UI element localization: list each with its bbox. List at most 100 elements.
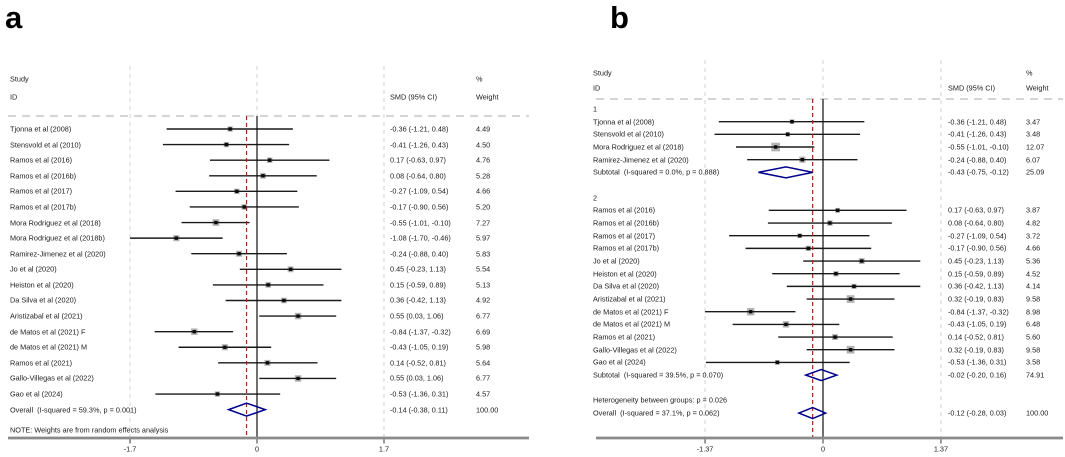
subtotal-label: Subtotal (I-squared = 0.0%, p = 0.888)	[593, 167, 720, 177]
subtotal-diamond	[758, 166, 813, 179]
heterogeneity-note: Heterogeneity between groups: p = 0.026	[593, 395, 728, 405]
study-label: Ramirez-Jimenez et al (2020)	[10, 249, 106, 259]
point-marker	[835, 208, 840, 213]
study-label: Gallo-Villegas et al (2022)	[10, 373, 94, 383]
col-header-study: Study	[593, 68, 612, 78]
study-label: Gallo-Villegas et al (2022)	[593, 345, 677, 355]
smd-ci-value: -0.84 (-1.37, -0.32)	[390, 327, 451, 337]
smd-ci-value: -0.41 (-1.26, 0.43)	[390, 140, 449, 150]
point-marker	[798, 234, 802, 238]
weight-value: 4.14	[1026, 281, 1041, 291]
smd-ci-value: -0.36 (-1.21, 0.48)	[948, 117, 1007, 127]
smd-ci-value: 0.55 (0.03, 1.06)	[390, 373, 444, 383]
point-marker	[215, 392, 220, 396]
study-label: Mora Rodriguez et al (2018)	[10, 218, 101, 228]
weight-value: 3.87	[1026, 205, 1041, 215]
point-marker	[834, 272, 838, 276]
study-label: Ramos et al (2017)	[593, 231, 656, 241]
point-marker	[775, 360, 780, 365]
point-marker	[282, 298, 286, 303]
smd-ci-value: -0.24 (-0.88, 0.40)	[390, 249, 449, 259]
weight-value: 5.98	[476, 342, 491, 352]
subtotal-diamond	[803, 368, 840, 382]
study-label: Jo et al (2020)	[10, 264, 57, 274]
weight-value: 6.07	[1026, 155, 1041, 165]
weight-value: 5.20	[476, 202, 491, 212]
tick-label: 0	[820, 444, 826, 454]
point-marker	[267, 158, 272, 162]
point-marker	[192, 329, 196, 334]
point-marker	[852, 284, 856, 289]
overall-diamond	[226, 402, 268, 417]
col-header-pct: %	[1026, 68, 1033, 78]
weight-value: 25.09	[1026, 167, 1045, 177]
smd-ci-value: -0.17 (-0.90, 0.56)	[390, 202, 449, 212]
smd-ci-value: -0.17 (-0.90, 0.56)	[948, 243, 1007, 253]
weight-value: 6.77	[476, 373, 491, 383]
point-marker	[242, 205, 247, 209]
weight-value: 3.47	[1026, 117, 1041, 127]
weight-value: 5.13	[476, 280, 491, 290]
smd-ci-value: -0.02 (-0.20, 0.16)	[948, 370, 1007, 380]
smd-ci-value: -0.43 (-1.05, 0.19)	[390, 342, 449, 352]
panel-a-label: a	[5, 0, 23, 35]
random-effects-note: NOTE: Weights are from random effects an…	[10, 425, 169, 435]
smd-ci-value: -0.12 (-0.28, 0.03)	[948, 408, 1007, 418]
weight-value: 5.83	[476, 249, 491, 259]
study-label: Heiston et al (2020)	[593, 269, 657, 279]
point-marker	[265, 361, 270, 365]
col-header-weight: Weight	[476, 92, 499, 102]
col-header-smd: SMD (95% CI)	[948, 83, 996, 93]
weight-value: 8.98	[1026, 307, 1041, 317]
study-label: Ramos et al (2016)	[593, 205, 656, 215]
point-marker	[848, 297, 853, 301]
smd-ci-value: -0.43 (-0.75, -0.12)	[948, 167, 1009, 177]
study-label: Stensvold et al (2010)	[593, 129, 664, 139]
smd-ci-value: -0.24 (-0.88, 0.40)	[948, 155, 1007, 165]
weight-value: 6.69	[476, 327, 491, 337]
weight-value: 5.60	[1026, 332, 1041, 342]
study-label: Ramos et al (2017b)	[593, 243, 660, 253]
smd-ci-value: 0.32 (-0.19, 0.83)	[948, 345, 1004, 355]
weight-value: 4.82	[1026, 218, 1041, 228]
study-label: Aristizabal et al (2021)	[593, 294, 666, 304]
point-marker	[773, 145, 778, 149]
point-marker	[296, 376, 300, 381]
subtotal-label: Subtotal (I-squared = 39.5%, p = 0.070)	[593, 370, 724, 380]
weight-value: 4.66	[476, 186, 491, 196]
study-label: Jo et al (2020)	[593, 256, 640, 266]
study-label: de Matos et al (2021) F	[10, 327, 86, 337]
smd-ci-value: -0.53 (-1.36, 0.31)	[948, 357, 1007, 367]
smd-ci-value: -0.55 (-1.01, -0.10)	[948, 142, 1009, 152]
smd-ci-value: 0.14 (-0.52, 0.81)	[948, 332, 1004, 342]
study-label: Ramos et al (2017)	[10, 186, 73, 196]
point-marker	[224, 142, 229, 147]
weight-value: 4.57	[476, 389, 491, 399]
smd-ci-value: 0.08 (-0.64, 0.80)	[390, 171, 446, 181]
study-label: Mora Rodriguez et al (2018b)	[10, 233, 105, 243]
point-marker	[288, 267, 293, 272]
panel-b-label: b	[610, 0, 629, 35]
group-label: 1	[593, 104, 598, 114]
weight-value: 6.77	[476, 311, 491, 321]
study-label: Ramos et al (2021)	[10, 358, 73, 368]
smd-ci-value: 0.32 (-0.19, 0.83)	[948, 294, 1004, 304]
smd-ci-value: -0.36 (-1.21, 0.48)	[390, 124, 449, 134]
weight-value: 3.48	[1026, 129, 1041, 139]
overall-diamond	[796, 406, 828, 420]
point-marker	[806, 246, 811, 251]
point-marker	[833, 335, 837, 339]
study-label: Ramos et al (2017b)	[10, 202, 77, 212]
weight-value: 4.66	[1026, 243, 1041, 253]
smd-ci-value: 0.36 (-0.42, 1.13)	[948, 281, 1004, 291]
point-marker	[785, 132, 790, 137]
weight-value: 9.58	[1026, 294, 1041, 304]
point-marker	[790, 119, 794, 124]
point-marker	[828, 221, 832, 225]
weight-value: 4.49	[476, 124, 491, 134]
weight-value: 5.36	[1026, 256, 1041, 266]
point-marker	[174, 236, 179, 240]
